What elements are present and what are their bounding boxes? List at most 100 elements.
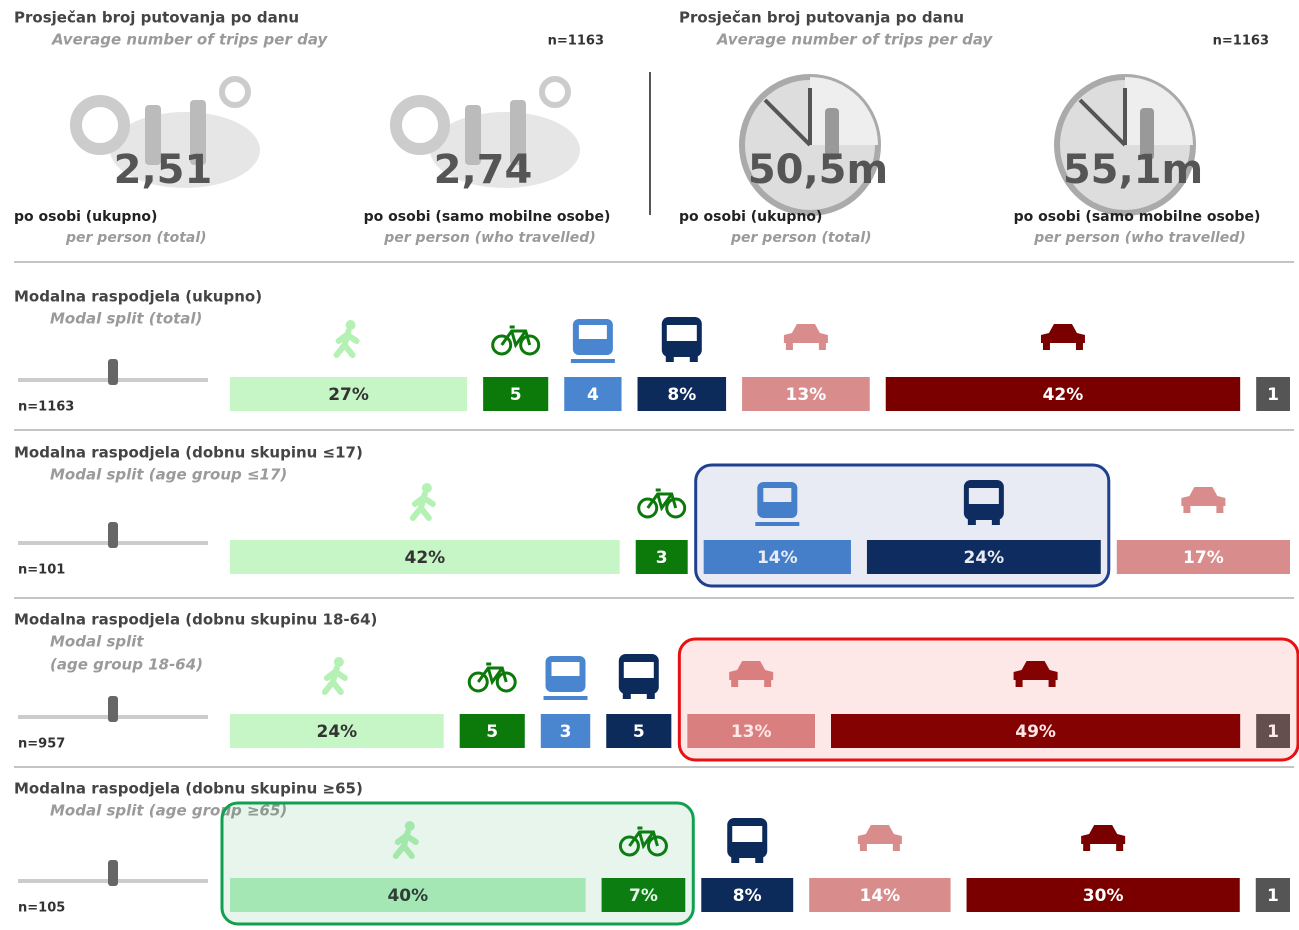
value-label: 13%: [731, 722, 772, 742]
icon-part: [1183, 506, 1191, 513]
bar-segment: [540, 714, 591, 748]
icon-train: [570, 319, 615, 363]
icon-part: [646, 692, 655, 699]
pin: [70, 95, 130, 155]
bar-segment: [966, 878, 1240, 912]
icon-bike: [467, 662, 517, 693]
icon-part: [859, 844, 867, 851]
icon-part: [1015, 680, 1023, 687]
icon-part: [333, 328, 360, 358]
icon-train: [755, 482, 800, 526]
bar-segment: [1256, 377, 1290, 411]
person-icon: [1140, 108, 1154, 160]
n-label: n=101: [18, 563, 65, 578]
icon-part: [857, 825, 902, 844]
bar-segment: [483, 377, 549, 411]
icon-part: [578, 325, 607, 339]
value-label: 5: [633, 722, 645, 742]
icon-part: [1216, 506, 1224, 513]
value-label: 5: [486, 722, 498, 742]
icon-part: [477, 662, 508, 686]
icon-bus: [618, 654, 659, 699]
clock-sector: [810, 77, 878, 145]
value-label: 7%: [629, 886, 658, 906]
bar-segment: [230, 540, 620, 574]
bar-segment: [742, 377, 870, 411]
value-label: 13%: [786, 385, 827, 405]
value-label: 14%: [757, 548, 798, 568]
bar-segment: [1116, 540, 1290, 574]
stat-value: 55,1m: [1063, 147, 1203, 193]
icon-part: [785, 343, 793, 350]
pin-small: [539, 76, 571, 108]
icon-part: [646, 835, 668, 857]
icon-bus: [963, 480, 1004, 525]
bar-segment: [230, 878, 586, 912]
bar-segment: [606, 714, 672, 748]
bar-segment: [701, 878, 794, 912]
icon-part: [1081, 825, 1126, 844]
people-icon: [108, 696, 118, 722]
icon-part: [622, 692, 631, 699]
icon-part: [783, 324, 828, 343]
icon-train: [543, 656, 588, 700]
icon-part: [968, 488, 999, 504]
title: Prosječan broj putovanja po danu: [679, 9, 964, 27]
row-title: Modalna raspodjela (dobnu skupinu ≥65): [14, 780, 363, 798]
icon-part: [623, 662, 654, 678]
icon-bike: [618, 826, 668, 857]
bar-segment: [1256, 714, 1290, 748]
bar-segment: [703, 540, 851, 574]
icon-part: [551, 662, 580, 676]
value-label: 1: [1267, 886, 1279, 906]
icon-part: [665, 497, 687, 519]
icon-part: [731, 856, 740, 863]
bar-segment: [564, 377, 622, 411]
value-label: 1: [1267, 722, 1279, 742]
bar-segment: [687, 714, 815, 748]
icon-part: [333, 657, 344, 667]
icon-walk: [333, 320, 360, 358]
people-icon: [108, 359, 118, 385]
pin-small: [219, 76, 251, 108]
person-icon: [825, 108, 839, 160]
n-label: n=957: [18, 737, 65, 752]
row-subtitle: Modal split (total): [50, 310, 202, 328]
title: Prosječan broj putovanja po danu: [14, 9, 299, 27]
stat-sublabel: per person (total): [730, 230, 872, 246]
bar-segment: [459, 714, 525, 748]
icon-part: [421, 483, 432, 493]
icon-part: [732, 826, 763, 842]
person-icon: [465, 105, 481, 165]
icon-car-passenger: [729, 661, 774, 687]
icon-part: [1048, 680, 1056, 687]
bar-segment: [635, 540, 688, 574]
highlight-box: [677, 637, 1299, 762]
value-label: 49%: [1015, 722, 1056, 742]
stat-sublabel: per person (who travelled): [1033, 230, 1245, 246]
clock-hand: [1078, 98, 1127, 147]
stat-sublabel: per person (total): [65, 230, 207, 246]
icon-part: [467, 671, 489, 693]
icon-part: [519, 334, 541, 356]
icon-bike: [491, 325, 541, 356]
row-subtitle: (age group 18-64): [50, 656, 203, 674]
person-icon: [190, 100, 206, 165]
icon-walk: [392, 821, 419, 859]
stat-label: po osobi (ukupno): [14, 209, 157, 225]
icon-part: [665, 355, 674, 362]
icon-bus: [727, 818, 768, 863]
icon-car-driver: [1013, 661, 1058, 687]
bar-segment: [831, 714, 1241, 748]
icon-part: [321, 665, 348, 695]
person-icon: [510, 100, 526, 165]
icon-part: [345, 320, 356, 330]
value-label: 42%: [405, 548, 446, 568]
bar-segment: [866, 540, 1101, 574]
stat-value: 50,5m: [748, 147, 888, 193]
people-icon: [108, 860, 118, 886]
bar-segment: [230, 377, 468, 411]
value-label: 1: [1267, 385, 1279, 405]
value-label: 8%: [733, 886, 762, 906]
